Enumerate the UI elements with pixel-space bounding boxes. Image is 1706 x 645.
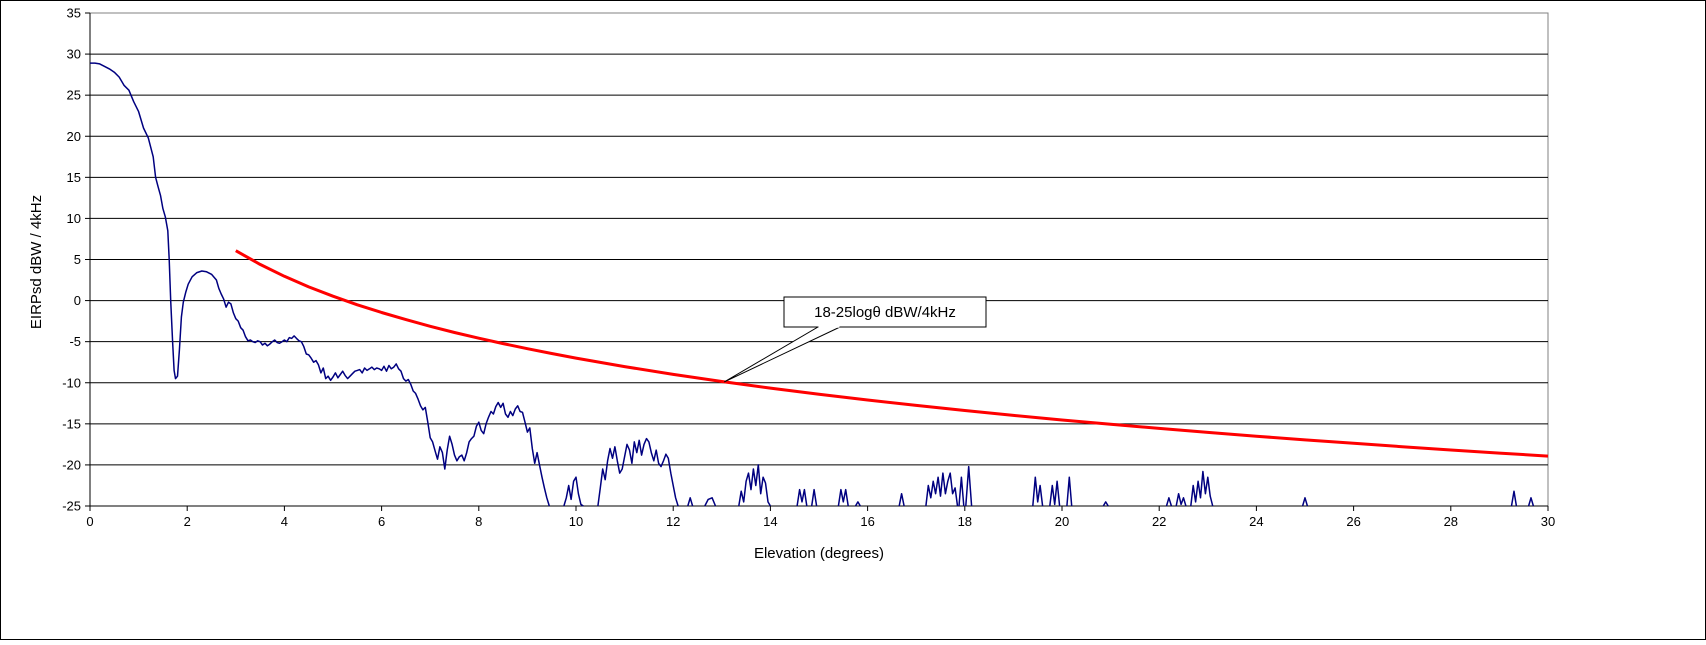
- measured-series-segment: [837, 488, 849, 507]
- y-tick-label: 5: [74, 252, 81, 267]
- measured-series-segment: [898, 492, 905, 507]
- x-axis-title: Elevation (degrees): [754, 545, 884, 562]
- y-tick-label: -15: [62, 416, 81, 431]
- y-tick-label: 10: [67, 211, 81, 226]
- measured-series-segment: [1190, 470, 1214, 507]
- measured-series-segment: [1049, 480, 1061, 507]
- y-axis-ticks: 35 30 25 20 15 10 5 0 -5 -10 -15 -20 -25: [62, 6, 90, 514]
- callout-label: 18-25logθ dBW/4kHz: [814, 304, 956, 321]
- x-tick-label: 26: [1346, 514, 1360, 529]
- x-tick-label: 24: [1249, 514, 1263, 529]
- measured-series-segment: [1510, 490, 1518, 507]
- measured-series-segment: [796, 488, 808, 507]
- measured-series-segment: [958, 476, 965, 507]
- measured-series-segment: [1175, 492, 1187, 507]
- y-tick-label: -5: [69, 334, 81, 349]
- x-tick-label: 14: [763, 514, 777, 529]
- measured-series-segment: [704, 497, 717, 507]
- measured-series-segment: [1102, 501, 1109, 507]
- x-tick-label: 8: [475, 514, 482, 529]
- y-tick-label: 25: [67, 88, 81, 103]
- measured-series-segment: [1032, 476, 1044, 507]
- measured-series-segment: [1165, 497, 1173, 507]
- x-tick-label: 30: [1541, 514, 1555, 529]
- annotation-layer: 18-25logθ dBW/4kHz: [723, 296, 987, 383]
- measured-series-segment: [1066, 476, 1073, 507]
- measured-series-segment: [854, 501, 861, 507]
- y-tick-label: 35: [67, 6, 81, 21]
- measured-series-segment: [925, 472, 959, 507]
- y-tick-label: 30: [67, 47, 81, 62]
- x-tick-label: 18: [958, 514, 972, 529]
- x-tick-label: 2: [184, 514, 191, 529]
- x-tick-label: 28: [1444, 514, 1458, 529]
- measured-series-line: [90, 62, 551, 507]
- measured-series-segment: [965, 465, 973, 507]
- x-tick-label: 4: [281, 514, 288, 529]
- measured-series-segment: [810, 488, 818, 507]
- gridlines: [90, 53, 1548, 466]
- mask-series-line: [235, 249, 1549, 458]
- x-tick-label: 6: [378, 514, 385, 529]
- measured-series-segment: [687, 497, 694, 507]
- y-tick-label: 0: [74, 293, 81, 308]
- measured-series-segment: [597, 437, 679, 507]
- series-layer: [90, 62, 1549, 507]
- y-axis-title: EIRPsd dBW / 4kHz: [28, 195, 45, 329]
- x-tick-label: 0: [86, 514, 93, 529]
- y-tick-label: 20: [67, 129, 81, 144]
- y-tick-label: 15: [67, 170, 81, 185]
- measured-series-segment: [563, 476, 584, 507]
- measured-series-segment: [738, 464, 772, 507]
- y-tick-label: -25: [62, 499, 81, 514]
- x-tick-label: 22: [1152, 514, 1166, 529]
- x-tick-label: 16: [860, 514, 874, 529]
- y-tick-label: -10: [62, 375, 81, 390]
- x-tick-label: 10: [569, 514, 583, 529]
- x-tick-label: 12: [666, 514, 680, 529]
- measured-series-segment: [1301, 497, 1309, 507]
- callout-box: [783, 296, 987, 328]
- x-axis-ticks: 0 2 4 6 8 10 12 14 16 18 20 22 24 26 28 30: [86, 13, 1555, 529]
- y-tick-label: -20: [62, 457, 81, 472]
- measured-series-segment: [1527, 497, 1535, 507]
- x-tick-label: 20: [1055, 514, 1069, 529]
